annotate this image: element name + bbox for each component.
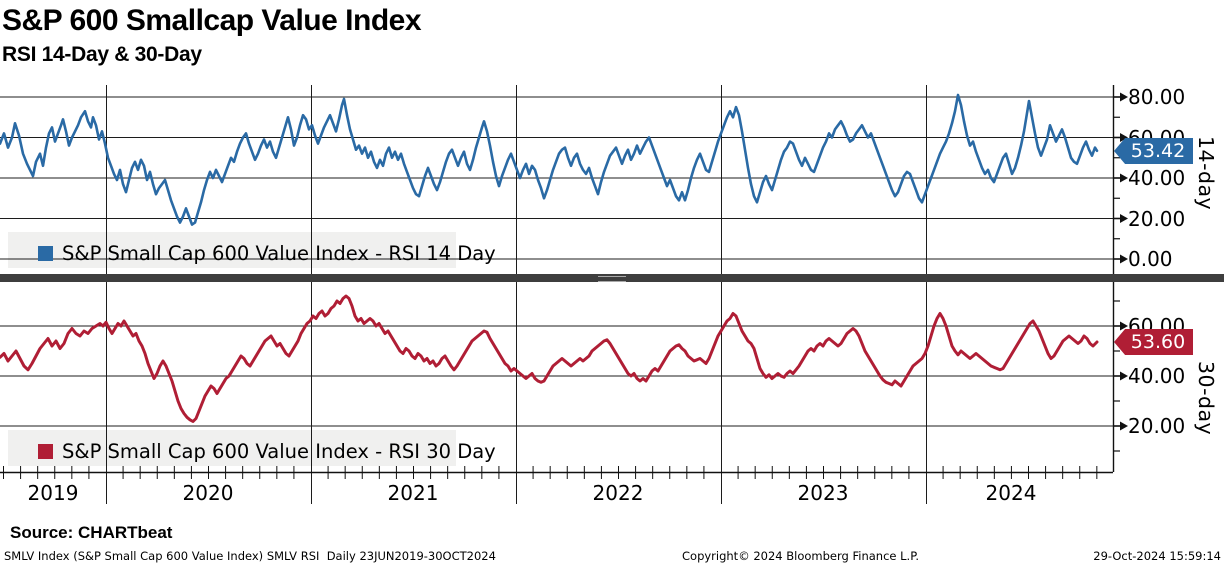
y-tick-arrow-icon (1120, 214, 1128, 223)
y-tick-arrow-icon (1120, 254, 1128, 264)
y-tick-arrow-icon (1120, 133, 1128, 142)
page-title: S&P 600 Smallcap Value Index (2, 4, 422, 37)
y-tick-arrow-icon (1120, 173, 1128, 183)
legend-item-rsi-14[interactable]: S&P Small Cap 600 Value Index - RSI 14 D… (38, 242, 496, 265)
legend-30d-background (8, 430, 456, 466)
footer-copyright: Copyright© 2024 Bloomberg Finance L.P. (682, 549, 919, 563)
y-tick-arrow-icon (1120, 421, 1128, 431)
last-value-badge-rsi-30: 53.60 (1114, 329, 1193, 355)
y-tick-arrow-icon (1120, 371, 1128, 381)
legend-14d-background (8, 232, 456, 268)
panel-divider-handle[interactable] (0, 274, 1224, 282)
series-line-rsi-14 (0, 93, 1099, 226)
footer-timestamp: 29-Oct-2024 15:59:14 (1093, 549, 1221, 563)
y-tick-arrow-icon (1120, 92, 1128, 102)
source-line: Source: CHARTbeat (10, 523, 173, 542)
legend-item-rsi-30[interactable]: S&P Small Cap 600 Value Index - RSI 30 D… (38, 440, 496, 463)
series-line-rsi-30 (0, 294, 1099, 423)
legend-label-rsi-14: S&P Small Cap 600 Value Index - RSI 14 D… (62, 242, 496, 265)
legend-swatch-rsi-14-icon (38, 246, 53, 261)
footer-meta: SMLV Index (S&P Small Cap 600 Value Inde… (4, 549, 496, 563)
page-subtitle: RSI 14-Day & 30-Day (2, 43, 202, 66)
panel-side-label-14-day: 14-day (1194, 136, 1218, 211)
legend-swatch-rsi-30-icon (38, 444, 53, 459)
y-tick-arrow-icon (1120, 321, 1128, 331)
legend-label-rsi-30: S&P Small Cap 600 Value Index - RSI 30 D… (62, 440, 496, 463)
divider-grip-icon (598, 276, 626, 282)
last-value-badge-rsi-14: 53.42 (1114, 138, 1193, 164)
panel-side-label-30-day: 30-day (1194, 361, 1218, 436)
